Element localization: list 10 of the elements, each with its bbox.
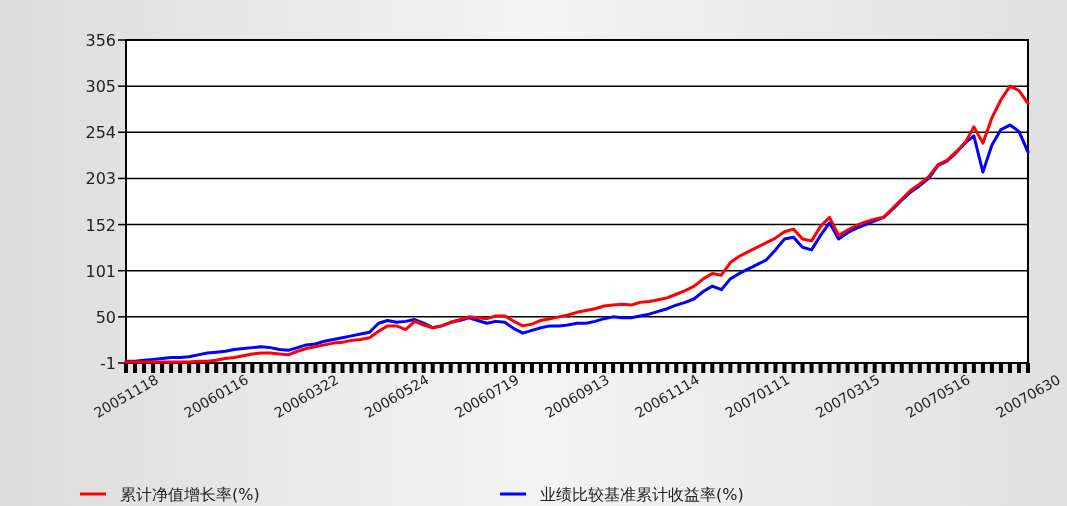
y-tick-label: 101 (85, 261, 116, 281)
y-tick-label: 50 (95, 307, 116, 327)
legend-label: 业绩比较基准累计收益率(%) (540, 485, 744, 504)
y-tick-label: 356 (85, 31, 116, 50)
y-tick-label: 254 (85, 123, 116, 143)
y-tick-label: -1 (100, 354, 116, 373)
y-tick-label: 152 (85, 215, 116, 235)
legend-label: 累计净值增长率(%) (120, 485, 260, 504)
y-tick-label: 305 (85, 77, 116, 97)
y-tick-label: 203 (85, 169, 116, 189)
